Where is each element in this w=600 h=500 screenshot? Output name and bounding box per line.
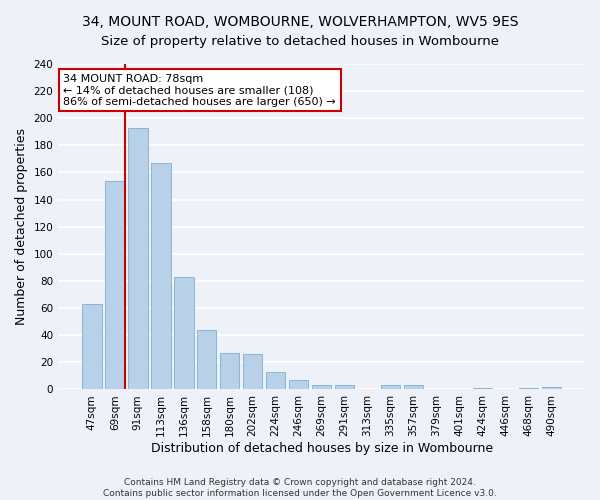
Text: Size of property relative to detached houses in Wombourne: Size of property relative to detached ho…	[101, 35, 499, 48]
Bar	[312, 386, 331, 390]
Bar	[243, 354, 262, 390]
Text: 34 MOUNT ROAD: 78sqm
← 14% of detached houses are smaller (108)
86% of semi-deta: 34 MOUNT ROAD: 78sqm ← 14% of detached h…	[64, 74, 336, 107]
Bar	[220, 353, 239, 390]
Bar	[335, 386, 355, 390]
Bar	[473, 388, 492, 390]
Bar	[404, 386, 423, 390]
Bar	[128, 128, 148, 390]
Bar	[518, 388, 538, 390]
Bar	[266, 372, 286, 390]
Y-axis label: Number of detached properties: Number of detached properties	[15, 128, 28, 325]
X-axis label: Distribution of detached houses by size in Wombourne: Distribution of detached houses by size …	[151, 442, 493, 455]
Bar	[174, 277, 194, 390]
Bar	[151, 163, 170, 390]
Bar	[82, 304, 101, 390]
Bar	[289, 380, 308, 390]
Text: Contains HM Land Registry data © Crown copyright and database right 2024.
Contai: Contains HM Land Registry data © Crown c…	[103, 478, 497, 498]
Bar	[105, 180, 125, 390]
Text: 34, MOUNT ROAD, WOMBOURNE, WOLVERHAMPTON, WV5 9ES: 34, MOUNT ROAD, WOMBOURNE, WOLVERHAMPTON…	[82, 15, 518, 29]
Bar	[542, 386, 561, 390]
Bar	[197, 330, 217, 390]
Bar	[381, 386, 400, 390]
